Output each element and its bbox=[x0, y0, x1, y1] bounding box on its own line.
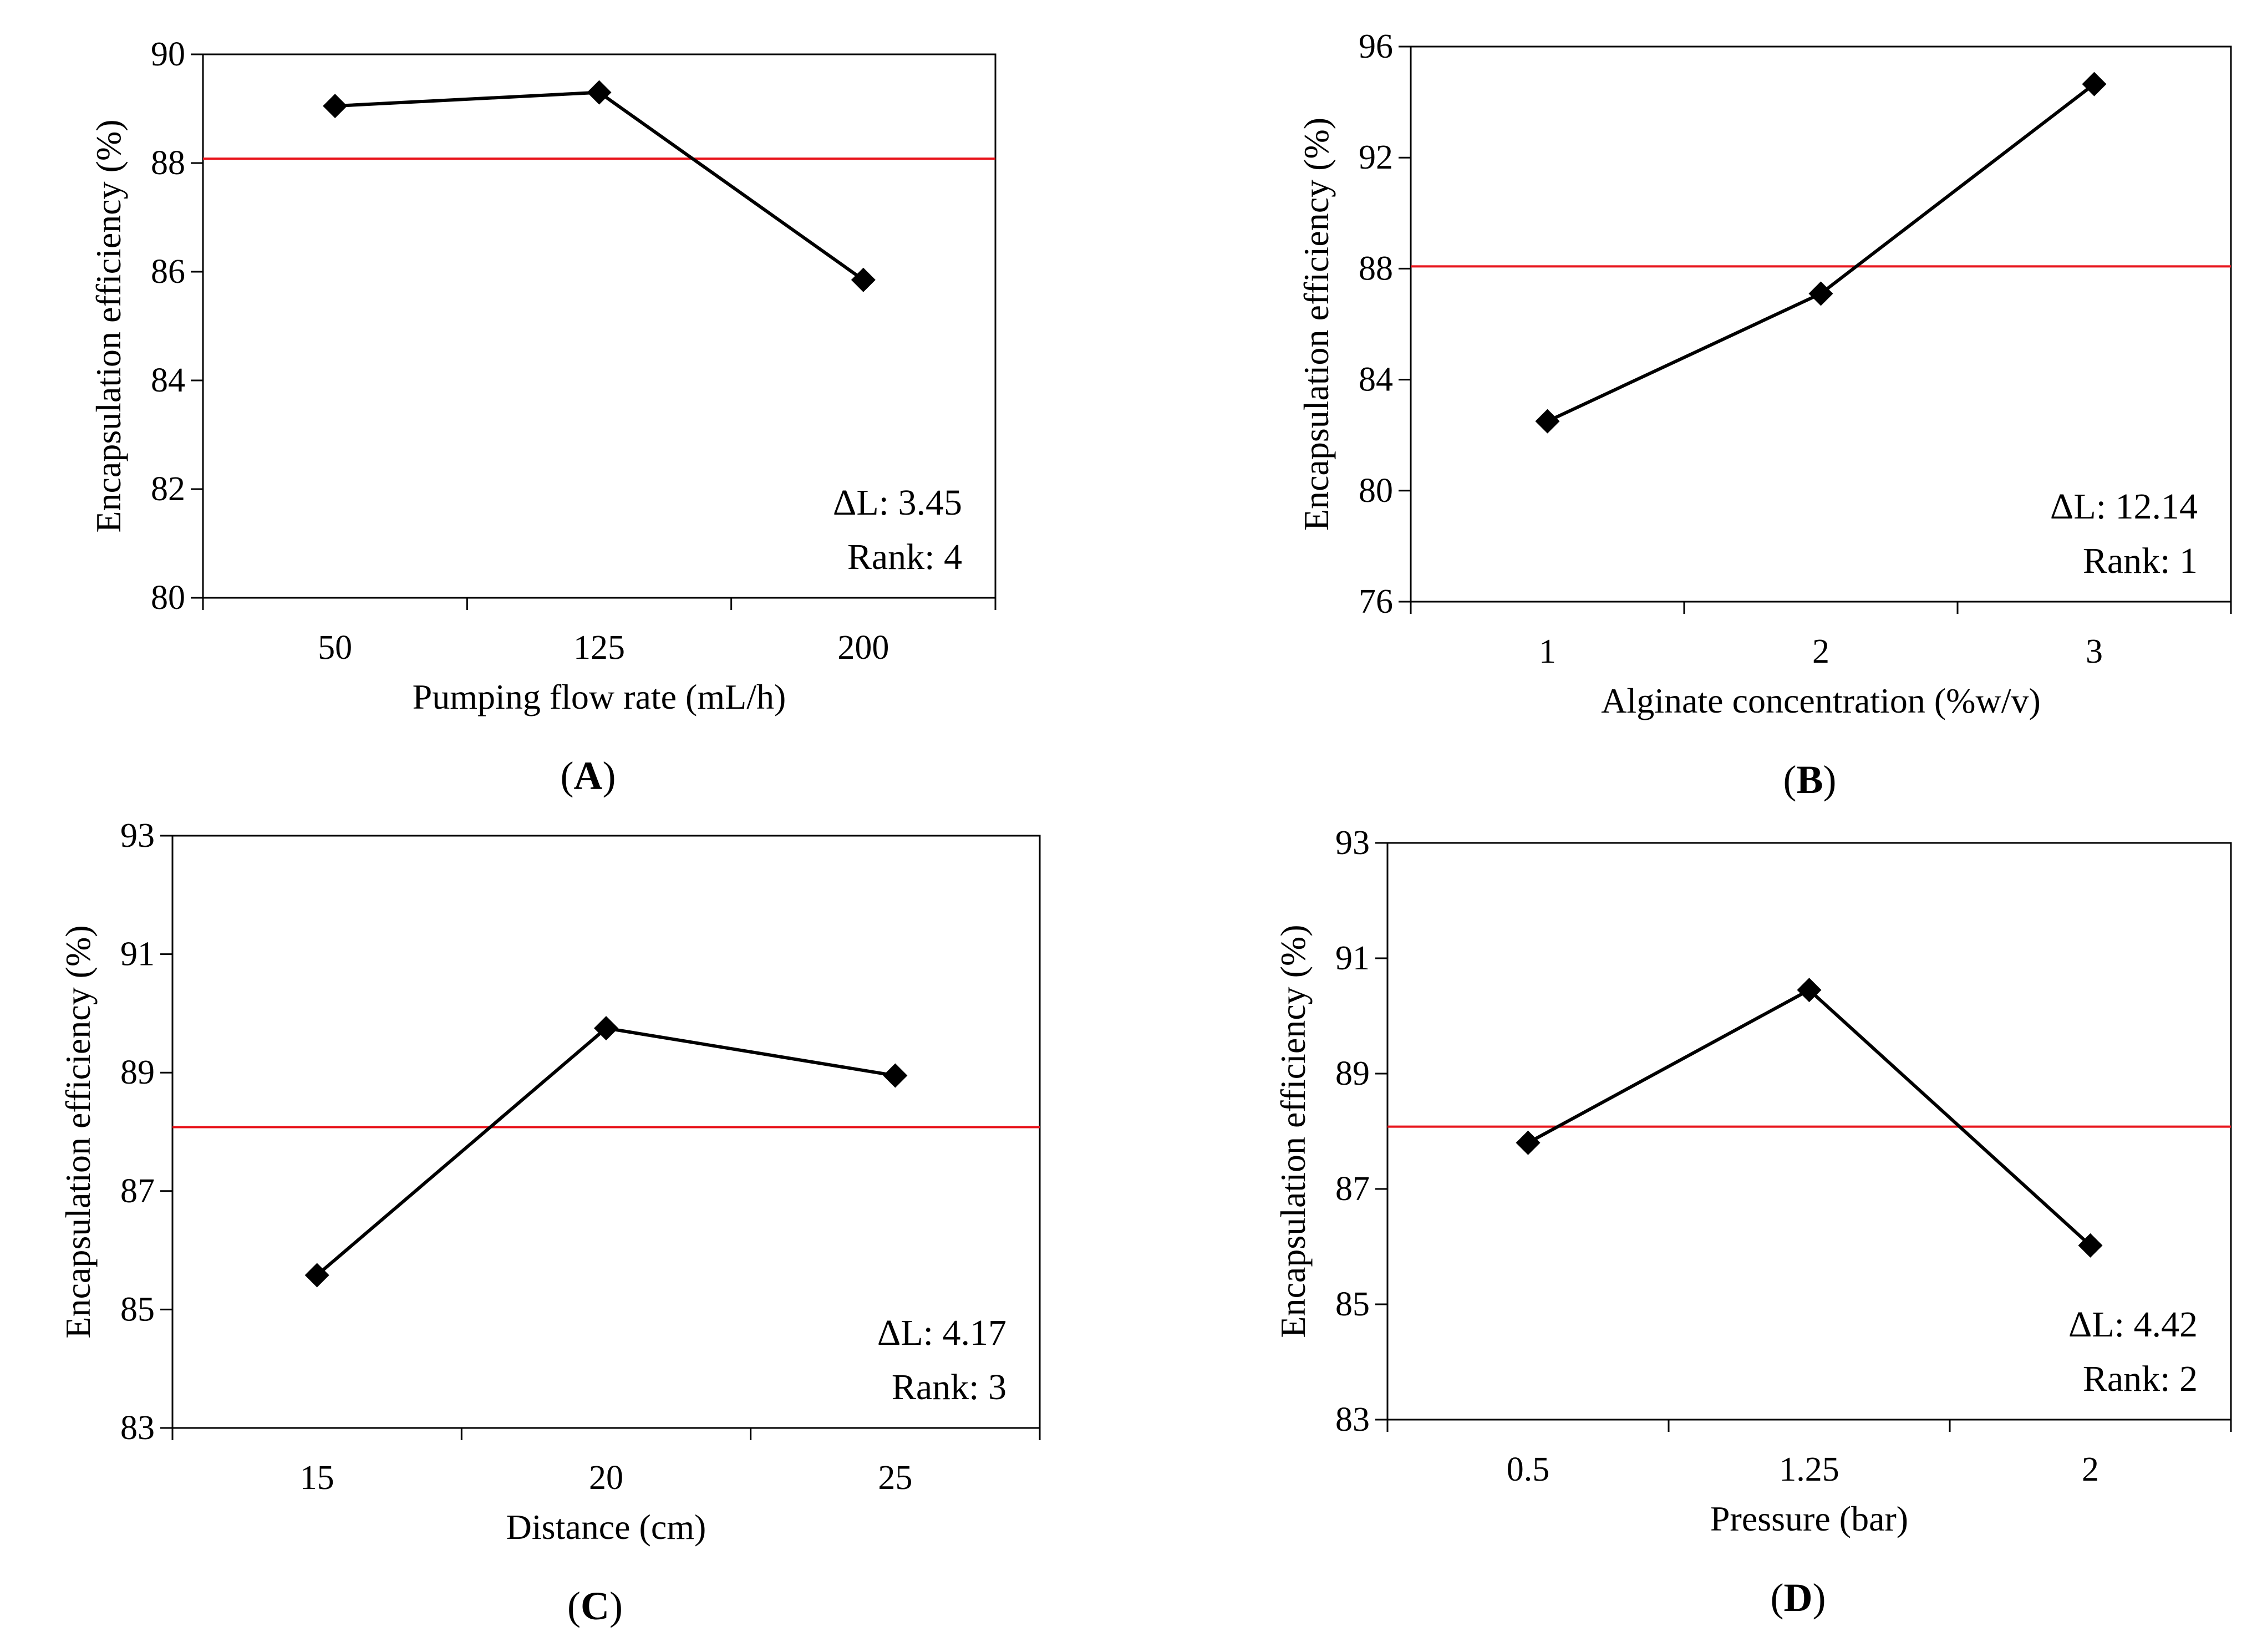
delta-l-annotation: ΔL: 12.14 bbox=[2050, 486, 2198, 527]
y-tick-label: 92 bbox=[1359, 139, 1393, 176]
chart-panel-c: 83 85 87 89 91 93 15 20 25 Encapsulation efficien… bbox=[58, 817, 1041, 1628]
x-tick-label: 0.5 bbox=[1507, 1451, 1550, 1488]
series-line bbox=[1527, 988, 2092, 1247]
series-line bbox=[335, 90, 865, 282]
x-tick-label: 15 bbox=[300, 1459, 334, 1497]
y-tick-label: 80 bbox=[1359, 472, 1393, 510]
y-tick-label: 84 bbox=[1359, 361, 1393, 399]
x-axis-title: Distance (cm) bbox=[506, 1507, 706, 1547]
data-point-marker bbox=[1516, 1130, 1541, 1155]
panel-label: (A) bbox=[561, 754, 616, 798]
data-point-marker bbox=[323, 94, 348, 119]
y-tick-label: 96 bbox=[1359, 28, 1393, 65]
x-axis-title: Pumping flow rate (mL/h) bbox=[413, 677, 786, 716]
x-tick-label: 20 bbox=[589, 1459, 623, 1497]
rank-annotation: Rank: 1 bbox=[2083, 541, 2198, 581]
x-tick-label: 2 bbox=[2082, 1451, 2099, 1488]
y-axis-title: Encapsulation efficiency (%) bbox=[89, 119, 128, 532]
rank-annotation: Rank: 2 bbox=[2083, 1359, 2198, 1399]
y-tick-label: 93 bbox=[120, 817, 155, 855]
rank-annotation: Rank: 3 bbox=[892, 1367, 1006, 1407]
y-tick-label: 91 bbox=[120, 936, 155, 973]
chart-panel-a: 80 82 84 86 88 90 50 125 200 Encapsulation effici… bbox=[89, 35, 997, 798]
y-tick-label: 84 bbox=[151, 362, 185, 399]
series-line bbox=[1547, 83, 2096, 423]
y-tick-label: 76 bbox=[1359, 583, 1393, 621]
chart-panel-d: 83 85 87 89 91 93 0.5 1.25 2 Encapsulation effici… bbox=[1273, 824, 2232, 1620]
x-tick-label: 25 bbox=[878, 1459, 912, 1497]
y-tick-label: 85 bbox=[120, 1290, 155, 1328]
data-point-marker bbox=[1535, 409, 1560, 434]
y-tick-label: 89 bbox=[120, 1054, 155, 1091]
data-point-marker bbox=[587, 80, 612, 105]
panel-label: (C) bbox=[567, 1584, 623, 1628]
plot-frame bbox=[1386, 842, 2232, 1421]
panel-label: (B) bbox=[1783, 758, 1837, 802]
y-tick-label: 90 bbox=[151, 35, 185, 73]
y-axis-title: Encapsulation efficiency (%) bbox=[1297, 118, 1336, 531]
data-point-marker bbox=[1808, 281, 1833, 306]
x-axis-title: Alginate concentration (%w/v) bbox=[1601, 681, 2041, 720]
plot-frame bbox=[171, 835, 1041, 1429]
x-tick-label: 50 bbox=[318, 629, 352, 667]
data-point-marker bbox=[2078, 1233, 2103, 1258]
x-tick-label: 200 bbox=[837, 629, 889, 667]
plot-frame bbox=[202, 53, 997, 599]
x-tick-label: 1.25 bbox=[1779, 1451, 1839, 1488]
x-tick-label: 1 bbox=[1539, 633, 1556, 670]
data-point-marker bbox=[2082, 72, 2107, 96]
x-axis-title: Pressure (bar) bbox=[1710, 1499, 1908, 1538]
series-line bbox=[316, 1026, 896, 1277]
y-tick-label: 85 bbox=[1335, 1285, 1370, 1323]
delta-l-annotation: ΔL: 3.45 bbox=[833, 482, 962, 523]
panel-label: (D) bbox=[1771, 1575, 1826, 1620]
x-tick-label: 2 bbox=[1812, 633, 1829, 670]
rank-annotation: Rank: 4 bbox=[847, 537, 962, 577]
delta-l-annotation: ΔL: 4.17 bbox=[877, 1313, 1006, 1353]
plot-frame bbox=[1410, 45, 2232, 603]
data-point-marker bbox=[304, 1263, 329, 1288]
y-tick-label: 89 bbox=[1335, 1055, 1370, 1092]
y-axis-title: Encapsulation efficiency (%) bbox=[58, 925, 98, 1338]
y-tick-label: 82 bbox=[151, 470, 185, 508]
data-point-marker bbox=[594, 1016, 618, 1041]
delta-l-annotation: ΔL: 4.42 bbox=[2068, 1304, 2198, 1345]
y-tick-label: 80 bbox=[151, 579, 185, 617]
y-tick-label: 88 bbox=[1359, 250, 1393, 287]
y-axis-title: Encapsulation efficiency (%) bbox=[1273, 924, 1313, 1338]
y-tick-label: 83 bbox=[120, 1409, 155, 1447]
y-tick-label: 88 bbox=[151, 144, 185, 182]
y-tick-label: 87 bbox=[1335, 1170, 1370, 1208]
data-point-marker bbox=[883, 1063, 908, 1088]
x-tick-label: 125 bbox=[573, 629, 625, 667]
y-tick-label: 83 bbox=[1335, 1401, 1370, 1438]
y-tick-label: 86 bbox=[151, 253, 185, 291]
x-tick-label: 3 bbox=[2086, 633, 2103, 670]
chart-panel-b: 76 80 84 88 92 96 1 2 3 Encapsulation efficiency … bbox=[1297, 28, 2232, 802]
y-tick-label: 87 bbox=[120, 1172, 155, 1210]
y-tick-label: 91 bbox=[1335, 939, 1370, 977]
data-point-marker bbox=[1797, 978, 1822, 1003]
data-point-marker bbox=[851, 267, 876, 292]
y-tick-label: 93 bbox=[1335, 824, 1370, 862]
